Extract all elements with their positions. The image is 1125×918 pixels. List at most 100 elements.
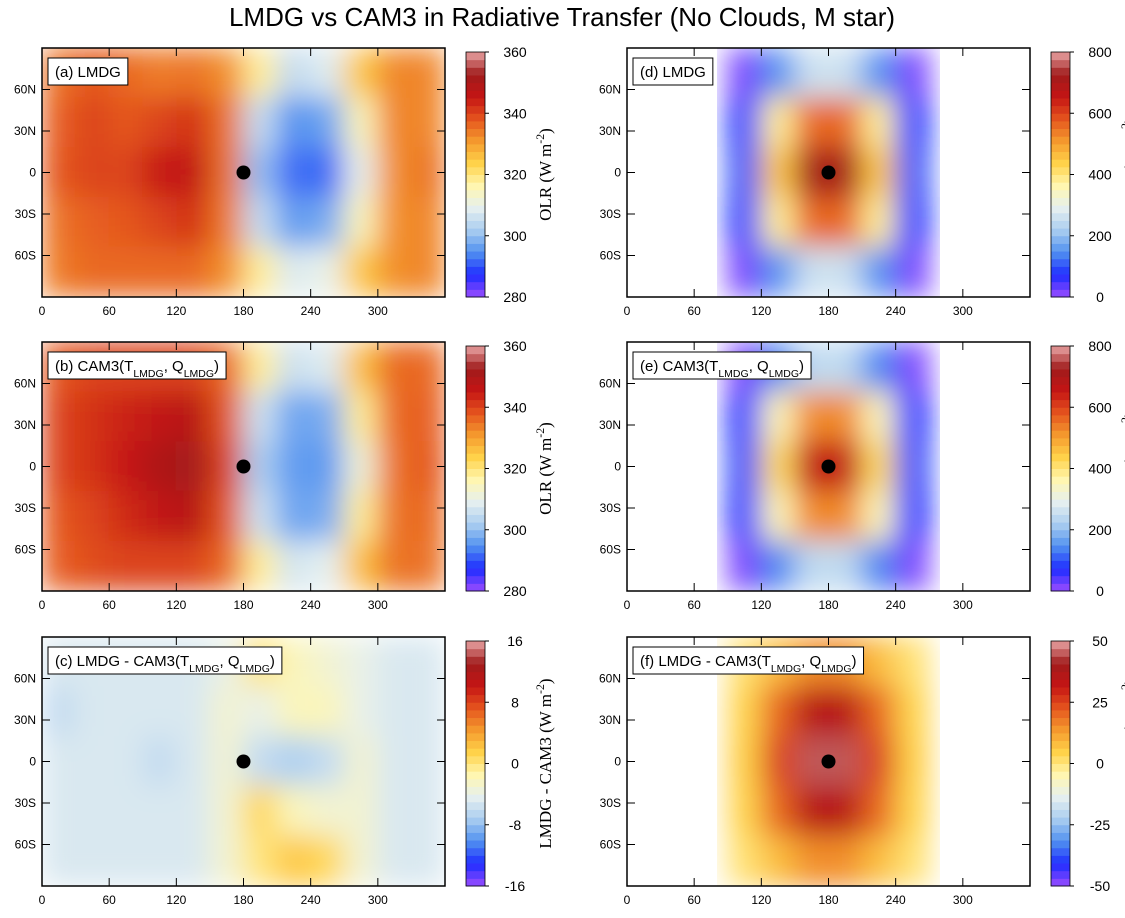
colorbar-level xyxy=(466,824,485,833)
colorbar-level xyxy=(466,235,485,244)
cell xyxy=(727,97,762,149)
cell xyxy=(895,736,930,787)
cell xyxy=(794,686,829,738)
text-part: OLR (W m xyxy=(536,144,555,221)
cell xyxy=(108,785,144,837)
colorbar-tick-label: 25 xyxy=(1092,694,1108,710)
cell xyxy=(276,391,312,443)
cell xyxy=(276,686,312,738)
marker xyxy=(821,459,836,474)
cell xyxy=(42,196,77,248)
colorbar-level xyxy=(1051,878,1070,887)
colorbar-level xyxy=(466,251,485,260)
colorbar-level xyxy=(1051,755,1070,764)
colorbar-level xyxy=(1051,863,1070,872)
text-part: OLR (W m xyxy=(536,438,555,515)
cell xyxy=(209,785,244,837)
colorbar-level xyxy=(466,128,485,137)
x-tick-label: 60 xyxy=(687,304,701,318)
cell xyxy=(895,785,930,837)
x-tick-label: 120 xyxy=(751,598,771,612)
cell xyxy=(377,391,412,443)
y-tick-label: 0 xyxy=(29,166,36,180)
colorbar-level xyxy=(466,74,485,84)
text-part: ASW xyxy=(1121,487,1125,526)
cell xyxy=(861,736,897,787)
cell xyxy=(861,196,897,248)
colorbar-level xyxy=(466,67,485,76)
cell xyxy=(343,490,379,542)
cell xyxy=(828,540,863,591)
cell xyxy=(310,835,345,886)
cell xyxy=(861,441,897,492)
cell xyxy=(310,48,345,99)
cell xyxy=(42,246,77,297)
colorbar-tick-label: 16 xyxy=(507,633,523,649)
cell xyxy=(377,540,412,591)
cell xyxy=(410,97,445,149)
colorbar-level xyxy=(466,740,485,749)
cell xyxy=(209,48,244,99)
text-part: , Q xyxy=(164,358,184,375)
colorbar-level xyxy=(466,483,485,492)
colorbar-level xyxy=(1051,824,1070,833)
colorbar-level xyxy=(466,725,485,734)
colorbar-level xyxy=(1051,281,1070,290)
cell xyxy=(828,835,863,886)
text-part: ) xyxy=(1121,411,1125,417)
cell xyxy=(75,736,110,787)
colorbar-level xyxy=(466,694,485,703)
colorbar-level xyxy=(466,274,485,283)
colorbar-tick-label: 0 xyxy=(1096,756,1104,772)
x-tick-label: 180 xyxy=(818,304,838,318)
colorbar-level xyxy=(466,182,485,191)
x-tick-label: 120 xyxy=(751,893,771,907)
field xyxy=(42,48,445,297)
colorbar-level xyxy=(466,82,485,91)
cell xyxy=(42,391,77,443)
colorbar-level xyxy=(466,648,485,657)
cell xyxy=(42,785,77,837)
cell xyxy=(175,147,211,198)
cell xyxy=(410,835,445,886)
cell xyxy=(75,391,110,443)
x-tick-label: 60 xyxy=(102,598,116,612)
cell xyxy=(861,246,897,297)
colorbar-level xyxy=(466,105,485,114)
cell xyxy=(310,686,345,738)
cell xyxy=(895,246,930,297)
figure-title: LMDG vs CAM3 in Radiative Transfer (No C… xyxy=(229,2,895,32)
cell xyxy=(895,391,930,443)
cell xyxy=(727,490,762,542)
colorbar-level xyxy=(1051,847,1070,856)
panel-label: (b) CAM3(TLMDG, QLMDG) xyxy=(55,358,219,380)
cell xyxy=(343,147,379,198)
cell xyxy=(108,736,144,787)
colorbar-level xyxy=(1051,136,1070,145)
y-tick-label: 60N xyxy=(14,377,36,391)
cell xyxy=(760,540,796,591)
cell xyxy=(142,540,177,591)
colorbar-level xyxy=(1051,468,1070,477)
label-box xyxy=(632,351,812,380)
cell xyxy=(343,391,379,443)
colorbar-level xyxy=(1051,258,1070,267)
colorbar-label: ASWatm (W m-2) xyxy=(1118,117,1125,231)
marker xyxy=(821,165,836,180)
label-box xyxy=(47,351,227,380)
colorbar-level xyxy=(1051,809,1070,818)
colorbar-level xyxy=(1051,483,1070,492)
colorbar-level xyxy=(1051,52,1070,61)
cell xyxy=(377,246,412,297)
field xyxy=(727,637,930,886)
field-clip xyxy=(727,342,930,591)
colorbar-level xyxy=(1051,220,1070,229)
cell xyxy=(760,147,796,198)
cell xyxy=(828,490,863,542)
colorbar-level xyxy=(1051,414,1070,424)
cell xyxy=(175,736,211,787)
cell xyxy=(760,686,796,738)
cell xyxy=(377,785,412,837)
cell xyxy=(760,490,796,542)
